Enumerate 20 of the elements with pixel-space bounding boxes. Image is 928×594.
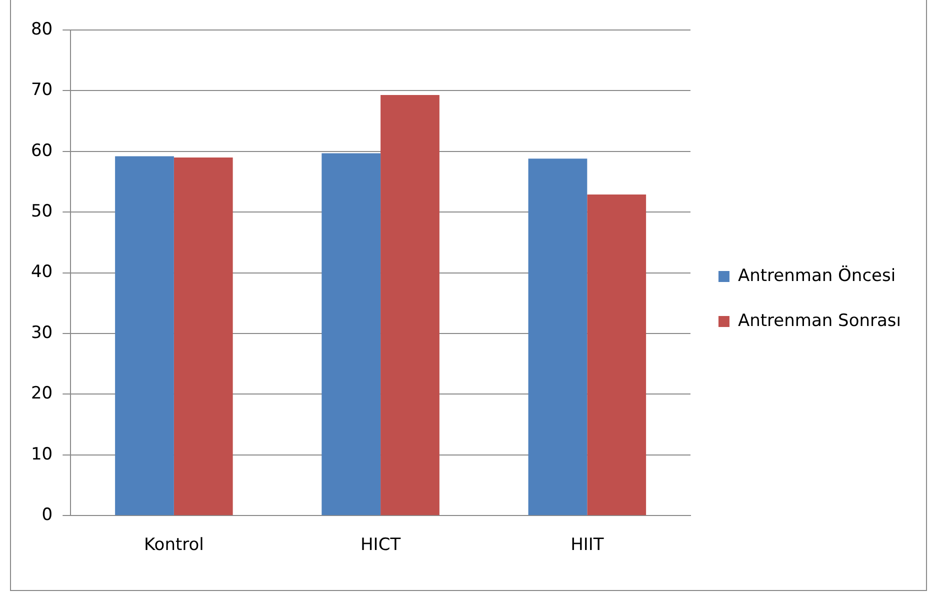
bar	[528, 158, 588, 516]
bar	[380, 94, 440, 516]
y-tick-label: 20	[30, 384, 53, 404]
y-tick-label: 10	[30, 444, 53, 464]
legend-label: Antrenman Sonrası	[738, 310, 902, 331]
y-tick-label: 30	[30, 322, 53, 343]
x-tick-label: Kontrol	[144, 535, 204, 556]
bar	[587, 194, 646, 516]
x-tick-label: HIIT	[570, 535, 604, 556]
y-tick-label: 70	[30, 80, 53, 100]
y-tick-label: 60	[30, 140, 53, 161]
bar	[174, 157, 233, 516]
bar	[322, 153, 381, 516]
y-tick-label: 50	[30, 202, 53, 222]
x-tick-label: HICT	[360, 535, 402, 556]
y-tick-label: 0	[42, 505, 53, 526]
y-tick-label: 40	[30, 262, 53, 282]
y-tick-label: 80	[30, 19, 53, 40]
legend-label: Antrenman Öncesi	[738, 264, 896, 286]
bar	[115, 156, 174, 516]
